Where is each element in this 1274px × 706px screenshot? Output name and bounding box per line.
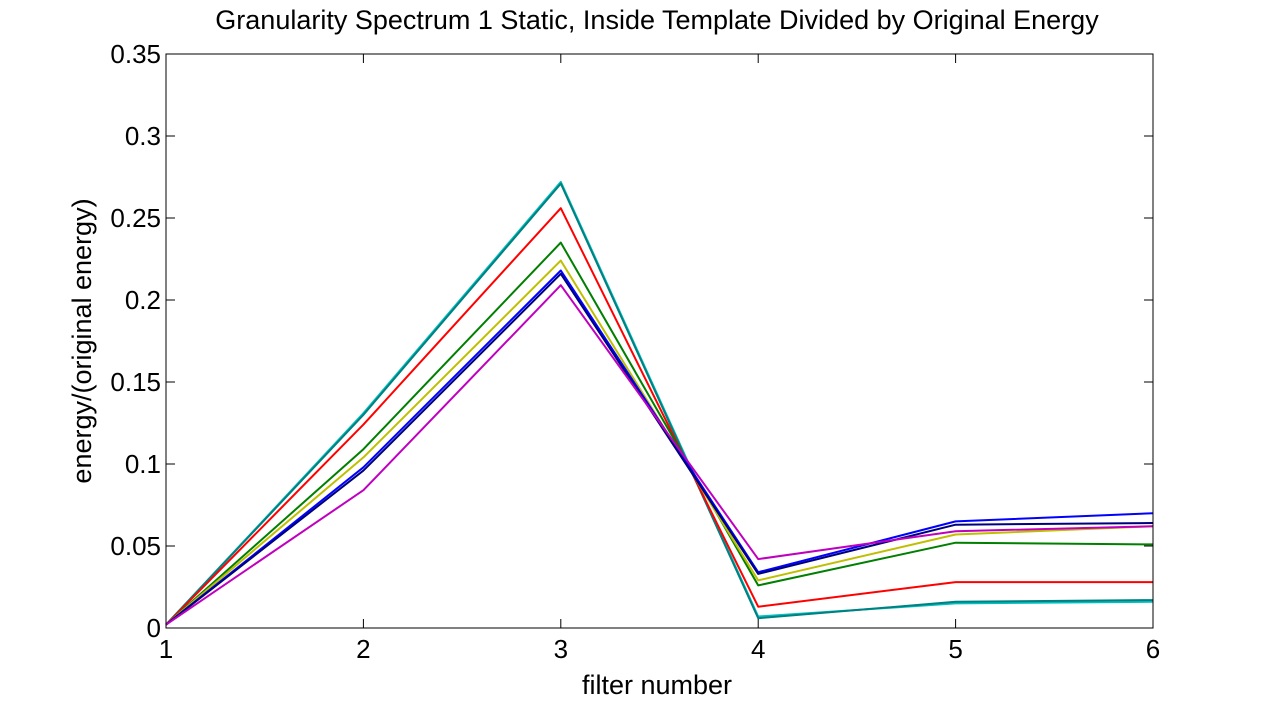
series-line-8 xyxy=(165,284,1154,626)
y-tick-label: 0.2 xyxy=(125,285,161,315)
plot-frame xyxy=(165,53,1154,629)
series-line-2 xyxy=(165,182,1154,626)
x-tick-label: 5 xyxy=(948,634,962,664)
y-tick-label: 0 xyxy=(147,613,161,643)
y-axis-label: energy/(original energy) xyxy=(67,198,97,483)
y-tick-label: 0.3 xyxy=(125,121,161,151)
y-tick-label: 0.05 xyxy=(110,531,161,561)
x-tick-label: 2 xyxy=(356,634,370,664)
tick-layer: 1 2 3 4 5 6 0 0.05 0.1 0.15 0.2 0.25 0.3 0.35 xyxy=(110,39,1160,664)
x-tick-label: 1 xyxy=(159,634,173,664)
y-tick-label: 0.15 xyxy=(110,367,161,397)
y-tick-label: 0.1 xyxy=(125,449,161,479)
series-layer xyxy=(165,180,1154,626)
series-line-4 xyxy=(165,241,1154,626)
y-tick-label: 0.35 xyxy=(110,39,161,69)
plot-area xyxy=(166,54,1153,628)
y-tick-label: 0.25 xyxy=(110,203,161,233)
chart-title: Granularity Spectrum 1 Static, Inside Te… xyxy=(215,5,1099,35)
x-axis-label: filter number xyxy=(582,670,732,700)
x-tick-label: 4 xyxy=(751,634,765,664)
x-tick-label: 6 xyxy=(1146,634,1160,664)
x-tick-label: 3 xyxy=(554,634,568,664)
series-line-3 xyxy=(165,207,1153,626)
